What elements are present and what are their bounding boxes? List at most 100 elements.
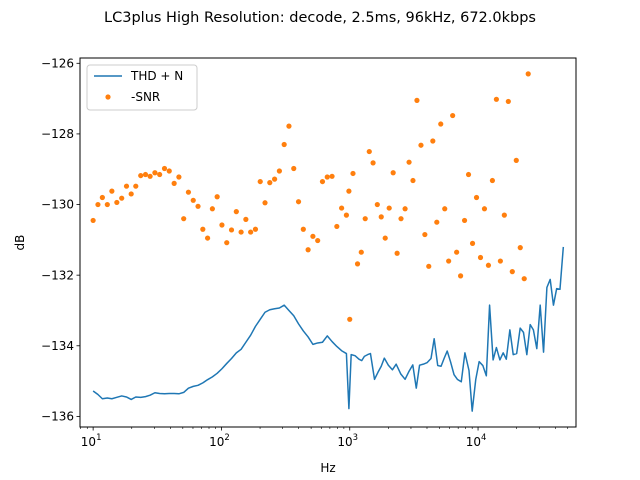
snr-point xyxy=(339,205,345,211)
snr-point xyxy=(521,276,527,282)
snr-point xyxy=(505,98,511,105)
snr-point xyxy=(252,226,259,232)
snr-point xyxy=(123,183,130,189)
snr-point xyxy=(161,165,168,172)
x-axis-label: Hz xyxy=(320,461,335,475)
snr-point xyxy=(315,237,321,244)
snr-point xyxy=(181,216,187,222)
snr-point xyxy=(398,216,404,222)
plot-area xyxy=(90,71,565,412)
snr-point xyxy=(281,141,287,148)
snr-point xyxy=(157,171,163,178)
y-tick-label: −134 xyxy=(41,339,74,353)
snr-point xyxy=(185,189,192,195)
snr-point xyxy=(497,258,503,264)
snr-point xyxy=(501,212,507,218)
y-tick-label: −126 xyxy=(41,56,74,70)
snr-point xyxy=(190,197,196,203)
snr-point xyxy=(176,174,182,180)
snr-point xyxy=(461,217,468,224)
snr-point xyxy=(450,112,456,119)
snr-point xyxy=(446,258,452,264)
snr-point xyxy=(422,231,428,238)
snr-point xyxy=(128,191,134,197)
snr-point xyxy=(257,178,263,185)
legend-label-snr: -SNR xyxy=(131,90,160,104)
snr-point xyxy=(418,142,424,148)
snr-point xyxy=(346,188,352,194)
snr-point xyxy=(354,261,361,267)
snr-point xyxy=(272,176,278,182)
snr-point xyxy=(286,123,292,129)
snr-point xyxy=(442,206,448,212)
snr-point xyxy=(109,188,115,194)
snr-point xyxy=(438,121,444,127)
snr-point xyxy=(233,209,239,215)
snr-point xyxy=(481,206,488,212)
snr-point xyxy=(347,316,353,322)
snr-point xyxy=(485,262,492,268)
snr-point xyxy=(300,226,306,232)
snr-point xyxy=(224,240,230,246)
legend-marker-swatch xyxy=(105,94,111,100)
legend-label-thd-n: THD + N xyxy=(130,69,183,83)
y-tick-label: −136 xyxy=(41,410,74,424)
legend: THD + N -SNR xyxy=(86,64,198,111)
plot-frame xyxy=(79,57,577,428)
snr-point xyxy=(406,159,412,165)
snr-point xyxy=(386,205,392,211)
snr-point xyxy=(248,229,254,235)
snr-point xyxy=(366,148,372,155)
snr-point xyxy=(195,203,201,209)
snr-point xyxy=(477,254,484,261)
snr-point xyxy=(99,194,105,201)
snr-point xyxy=(493,96,499,102)
snr-point xyxy=(147,173,153,179)
snr-point xyxy=(219,222,225,228)
snr-point xyxy=(95,201,101,208)
snr-point xyxy=(262,200,268,206)
snr-point xyxy=(394,250,400,256)
snr-point xyxy=(310,233,316,239)
snr-point xyxy=(370,160,376,166)
snr-point xyxy=(329,173,335,179)
snr-point xyxy=(465,171,472,178)
snr-point xyxy=(209,206,215,212)
snr-point xyxy=(402,206,408,212)
snr-point xyxy=(166,168,172,174)
y-tick-label: −132 xyxy=(41,268,74,282)
chart-title: LC3plus High Resolution: decode, 2.5ms, … xyxy=(104,10,536,26)
snr-point xyxy=(142,171,149,178)
snr-point xyxy=(119,195,125,201)
snr-point xyxy=(291,165,297,172)
snr-point xyxy=(473,194,480,201)
snr-point xyxy=(434,219,440,225)
snr-point xyxy=(238,229,244,235)
snr-point xyxy=(390,170,396,176)
snr-point xyxy=(517,245,523,251)
snr-point xyxy=(525,71,531,77)
y-tick-label: −130 xyxy=(41,198,74,212)
snr-point xyxy=(489,177,496,184)
snr-point xyxy=(358,249,364,255)
snr-point xyxy=(513,157,519,163)
snr-point xyxy=(454,249,460,255)
snr-point xyxy=(430,138,436,144)
snr-point xyxy=(267,180,273,186)
snr-point xyxy=(171,180,177,186)
snr-point xyxy=(382,235,388,241)
snr-point xyxy=(90,217,96,224)
snr-point xyxy=(350,170,356,177)
snr-point xyxy=(295,199,302,205)
snr-point xyxy=(414,97,420,103)
snr-point xyxy=(228,227,235,233)
snr-point xyxy=(457,273,464,279)
snr-point xyxy=(334,223,340,230)
snr-point xyxy=(276,168,282,174)
y-tick-label: −128 xyxy=(41,127,74,141)
snr-point xyxy=(243,216,249,222)
snr-point xyxy=(324,174,330,180)
snr-point xyxy=(426,263,432,269)
thd-n-line xyxy=(92,246,565,412)
